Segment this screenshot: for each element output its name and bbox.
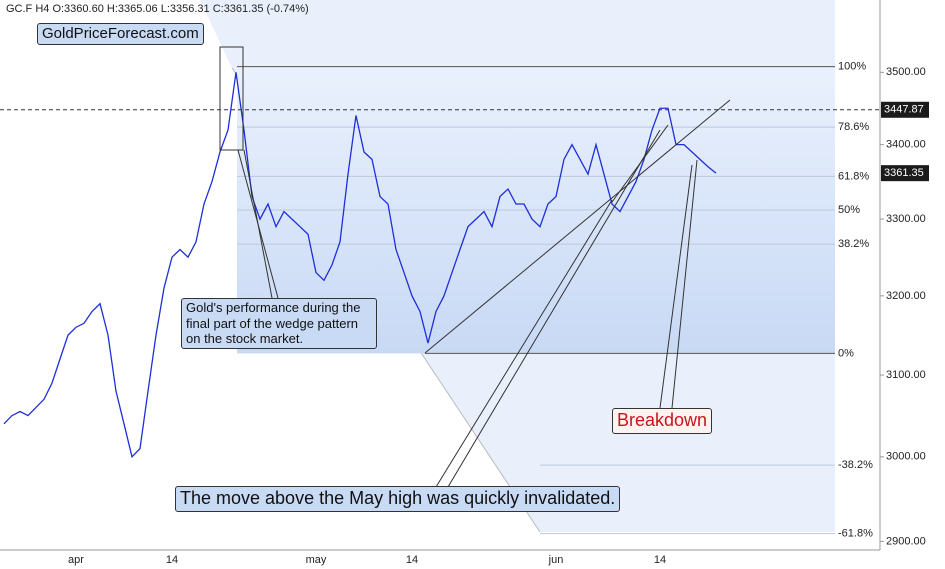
price-tag-label: 3447.87 (884, 104, 924, 116)
fib-label: 78.6% (838, 121, 869, 133)
header: GC.F H4 O:3360.60 H:3365.06 L:3356.31 C:… (6, 3, 309, 15)
trend-line (424, 99, 731, 354)
pointer-line (447, 129, 661, 488)
fib-label: 100% (838, 61, 866, 73)
price-tag (881, 165, 929, 182)
price-tag-label: 3361.35 (884, 167, 924, 179)
y-tick-label: 3000.00 (886, 451, 926, 463)
site-label: GoldPriceForecast.com (37, 23, 204, 45)
pointer-line (671, 159, 698, 409)
x-tick-label: may (306, 554, 327, 566)
y-tick-label: 3200.00 (886, 290, 926, 302)
y-tick-label: 3100.00 (886, 369, 926, 381)
pointer-line (435, 199, 613, 488)
wedge-note: Gold's performance during the final part… (181, 298, 377, 349)
pointer-line (659, 164, 693, 409)
y-tick-label: 3500.00 (886, 66, 926, 78)
plot (3, 72, 717, 459)
fib-label: -61.8% (838, 528, 873, 540)
fib-label: 38.2% (838, 238, 869, 250)
x-tick-label: apr (68, 554, 84, 566)
wedge-box (219, 46, 244, 151)
fib-label: -38.2% (838, 459, 873, 471)
x-tick-label: 14 (166, 554, 178, 566)
breakdown-note: Breakdown (612, 408, 713, 434)
x-tick-label: jun (548, 554, 564, 566)
fib-label: 61.8% (838, 170, 869, 182)
x-tick-label: 14 (654, 554, 666, 566)
fib-label: 50% (838, 204, 860, 216)
x-tick-label: 14 (406, 554, 418, 566)
price-line-series (3, 72, 717, 459)
price-tag (881, 101, 929, 118)
pointer-line (243, 149, 273, 299)
y-tick-label: 2900.00 (886, 535, 926, 547)
invalidation-note: The move above the May high was quickly … (175, 486, 621, 512)
fib-label: 0% (838, 347, 854, 359)
y-tick-label: 3400.00 (886, 139, 926, 151)
y-tick-label: 3300.00 (886, 213, 926, 225)
